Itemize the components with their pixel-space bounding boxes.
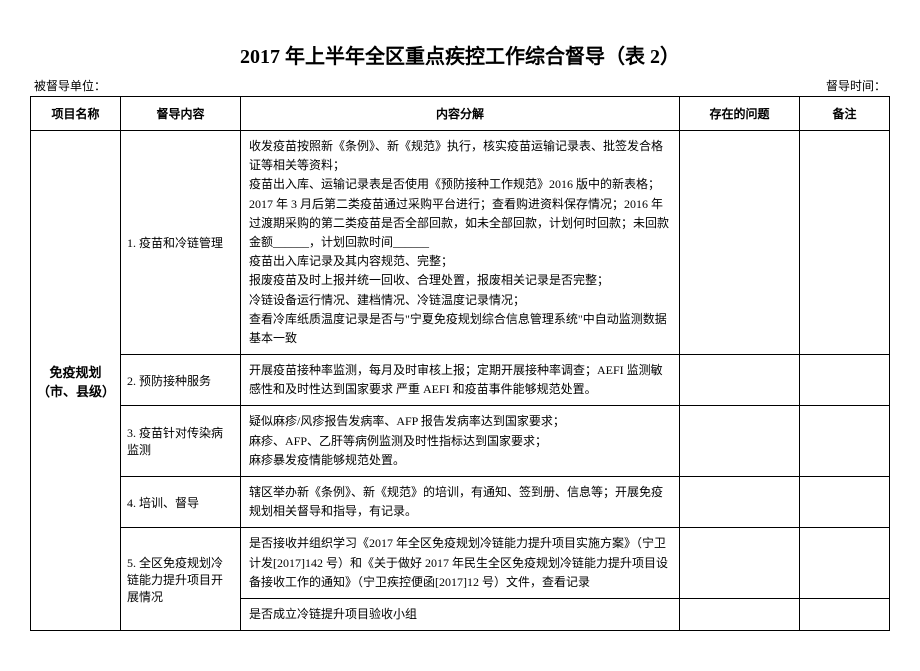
meta-row: 被督导单位： 督导时间： xyxy=(30,77,890,94)
header-content: 督导内容 xyxy=(121,97,241,131)
issues-cell xyxy=(680,406,800,477)
notes-cell xyxy=(800,477,890,528)
content-cell: 1. 疫苗和冷链管理 xyxy=(121,131,241,355)
detail-cell: 开展疫苗接种率监测，每月及时审核上报；定期开展接种率调查；AEFI 监测敏感性和… xyxy=(241,355,680,406)
notes-cell xyxy=(800,528,890,599)
detail-cell: 辖区举办新《条例》、新《规范》的培训，有通知、签到册、信息等；开展免疫规划相关督… xyxy=(241,477,680,528)
content-cell: 2. 预防接种服务 xyxy=(121,355,241,406)
table-row: 5. 全区免疫规划冷链能力提升项目开展情况 是否接收并组织学习《2017 年全区… xyxy=(31,528,890,599)
content-cell: 4. 培训、督导 xyxy=(121,477,241,528)
issues-cell xyxy=(680,477,800,528)
table-row: 3. 疫苗针对传染病监测 疑似麻疹/风疹报告发病率、AFP 报告发病率达到国家要… xyxy=(31,406,890,477)
content-cell: 5. 全区免疫规划冷链能力提升项目开展情况 xyxy=(121,528,241,631)
detail-cell: 疑似麻疹/风疹报告发病率、AFP 报告发病率达到国家要求；麻疹、AFP、乙肝等病… xyxy=(241,406,680,477)
header-row: 项目名称 督导内容 内容分解 存在的问题 备注 xyxy=(31,97,890,131)
supervision-time-label: 督导时间： xyxy=(826,77,886,94)
content-cell: 3. 疫苗针对传染病监测 xyxy=(121,406,241,477)
header-detail: 内容分解 xyxy=(241,97,680,131)
header-issues: 存在的问题 xyxy=(680,97,800,131)
header-project: 项目名称 xyxy=(31,97,121,131)
issues-cell xyxy=(680,598,800,630)
issues-cell xyxy=(680,355,800,406)
detail-cell: 是否接收并组织学习《2017 年全区免疫规划冷链能力提升项目实施方案》（宁卫计发… xyxy=(241,528,680,599)
table-row: 2. 预防接种服务 开展疫苗接种率监测，每月及时审核上报；定期开展接种率调查；A… xyxy=(31,355,890,406)
detail-cell: 是否成立冷链提升项目验收小组 xyxy=(241,598,680,630)
table-row: 4. 培训、督导 辖区举办新《条例》、新《规范》的培训，有通知、签到册、信息等；… xyxy=(31,477,890,528)
supervision-table: 项目名称 督导内容 内容分解 存在的问题 备注 免疫规划（市、县级） 1. 疫苗… xyxy=(30,96,890,631)
notes-cell xyxy=(800,406,890,477)
notes-cell xyxy=(800,355,890,406)
supervised-unit-label: 被督导单位： xyxy=(34,77,106,94)
page-title: 2017 年上半年全区重点疾控工作综合督导（表 2） xyxy=(30,40,890,69)
notes-cell xyxy=(800,598,890,630)
table-row: 免疫规划（市、县级） 1. 疫苗和冷链管理 收发疫苗按照新《条例》、新《规范》执… xyxy=(31,131,890,355)
detail-cell: 收发疫苗按照新《条例》、新《规范》执行，核实疫苗运输记录表、批签发合格证等相关等… xyxy=(241,131,680,355)
issues-cell xyxy=(680,528,800,599)
project-name-cell: 免疫规划（市、县级） xyxy=(31,131,121,631)
issues-cell xyxy=(680,131,800,355)
header-notes: 备注 xyxy=(800,97,890,131)
notes-cell xyxy=(800,131,890,355)
